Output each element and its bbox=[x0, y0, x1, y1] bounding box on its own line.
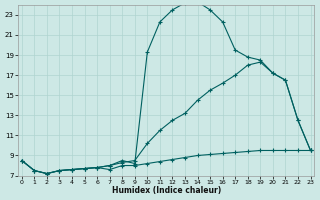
X-axis label: Humidex (Indice chaleur): Humidex (Indice chaleur) bbox=[112, 186, 221, 195]
